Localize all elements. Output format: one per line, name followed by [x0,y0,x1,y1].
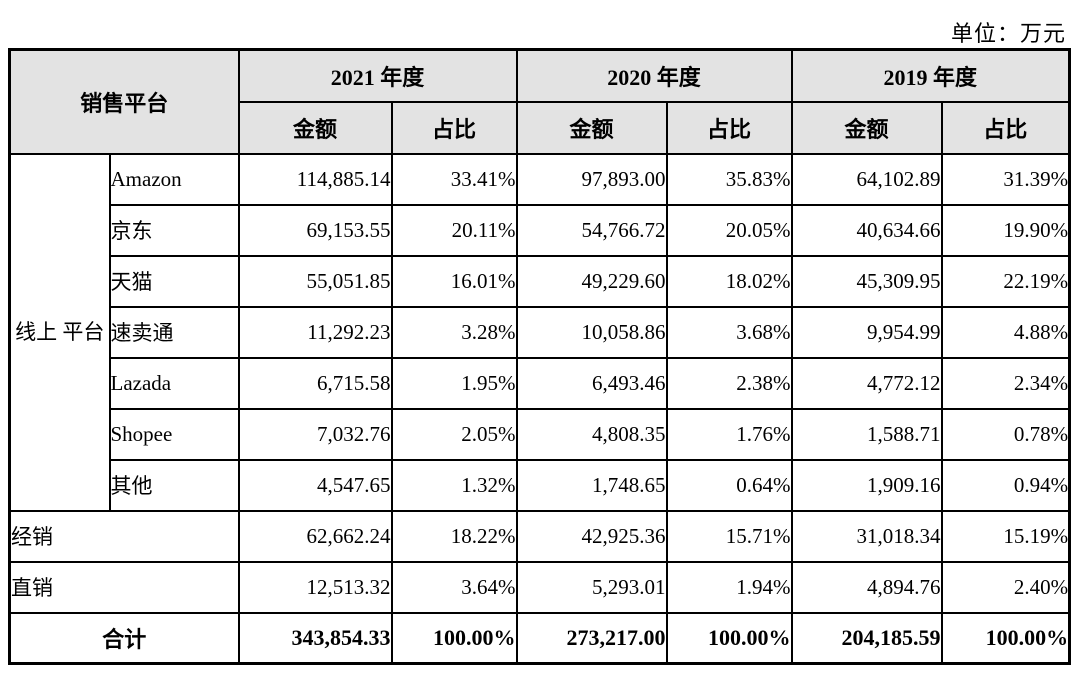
amount-2020: 42,925.36 [515,509,668,563]
header-amount-2021: 金额 [237,100,393,155]
amount-2019: 31,018.34 [790,509,943,563]
amount-2019: 4,772.12 [790,356,943,410]
amount-2021: 4,547.65 [237,458,393,512]
share-2019: 0.78% [940,407,1071,461]
amount-2020: 6,493.46 [515,356,668,410]
share-2020: 3.68% [665,305,793,359]
amount-2020: 54,766.72 [515,203,668,257]
share-2021: 1.95% [390,356,518,410]
share-2020: 20.05% [665,203,793,257]
amount-2019: 9,954.99 [790,305,943,359]
amount-2019: 45,309.95 [790,254,943,308]
amount-2019: 40,634.66 [790,203,943,257]
amount-2021: 62,662.24 [237,509,393,563]
header-year-2020: 2020 年度 [515,48,793,103]
platform-name: 京东 [108,203,240,257]
total-amount-2021: 343,854.33 [237,611,393,665]
share-2021: 20.11% [390,203,518,257]
share-2019: 22.19% [940,254,1071,308]
header-share-2020: 占比 [665,100,793,155]
total-amount-2019: 204,185.59 [790,611,943,665]
amount-2021: 12,513.32 [237,560,393,614]
share-2019: 2.34% [940,356,1071,410]
share-2020: 0.64% [665,458,793,512]
table-row-total: 合计 343,854.33 100.00% 273,217.00 100.00%… [8,611,1071,665]
unit-label: 单位：万元 [950,21,1066,46]
amount-2021: 6,715.58 [237,356,393,410]
total-share-2020: 100.00% [665,611,793,665]
table-row-aliexpress: 速卖通 11,292.23 3.28% 10,058.86 3.68% 9,95… [10,305,1071,359]
channel-label: 直销 [8,560,240,614]
online-platform-group-label: 线上 平台 [8,152,111,512]
header-sales-platform: 销售平台 [8,48,240,155]
table-row-direct: 直销 12,513.32 3.64% 5,293.01 1.94% 4,894.… [8,560,1071,614]
platform-name: Shopee [108,407,240,461]
platform-name: 其他 [108,458,240,512]
amount-2020: 1,748.65 [515,458,668,512]
share-2021: 18.22% [390,509,518,563]
amount-2019: 4,894.76 [790,560,943,614]
amount-2019: 64,102.89 [790,152,943,206]
header-year-2021: 2021 年度 [237,48,518,103]
header-amount-2019: 金额 [790,100,943,155]
share-2019: 2.40% [940,560,1071,614]
share-2020: 2.38% [665,356,793,410]
header-share-2021: 占比 [390,100,518,155]
share-2020: 1.76% [665,407,793,461]
share-2019: 0.94% [940,458,1071,512]
header-year-2019: 2019 年度 [790,48,1071,103]
amount-2020: 10,058.86 [515,305,668,359]
share-2020: 18.02% [665,254,793,308]
table-row-jd: 京东 69,153.55 20.11% 54,766.72 20.05% 40,… [10,203,1071,257]
amount-2021: 55,051.85 [237,254,393,308]
share-2021: 1.32% [390,458,518,512]
share-2019: 15.19% [940,509,1071,563]
platform-name: 天猫 [108,254,240,308]
sales-table: 销售平台 2021 年度 2020 年度 2019 年度 金额 占比 金额 占比… [8,48,1072,665]
amount-2020: 97,893.00 [515,152,668,206]
share-2021: 3.64% [390,560,518,614]
share-2020: 1.94% [665,560,793,614]
table-row-other: 其他 4,547.65 1.32% 1,748.65 0.64% 1,909.1… [10,458,1071,512]
amount-2021: 11,292.23 [237,305,393,359]
header-row-metrics: 金额 占比 金额 占比 金额 占比 [10,100,1071,155]
amount-2021: 69,153.55 [237,203,393,257]
header-amount-2020: 金额 [515,100,668,155]
amount-2021: 7,032.76 [237,407,393,461]
total-label: 合计 [8,611,240,665]
platform-name: 速卖通 [108,305,240,359]
share-2021: 16.01% [390,254,518,308]
total-share-2019: 100.00% [940,611,1071,665]
platform-name: Lazada [108,356,240,410]
amount-2020: 4,808.35 [515,407,668,461]
total-share-2021: 100.00% [390,611,518,665]
platform-name: Amazon [108,152,240,206]
share-2019: 19.90% [940,203,1071,257]
table-row-lazada: Lazada 6,715.58 1.95% 6,493.46 2.38% 4,7… [10,356,1071,410]
share-2020: 35.83% [665,152,793,206]
header-row-years: 销售平台 2021 年度 2020 年度 2019 年度 [8,48,1071,155]
amount-2020: 49,229.60 [515,254,668,308]
share-2019: 4.88% [940,305,1071,359]
share-2019: 31.39% [940,152,1071,206]
table-row-shopee: Shopee 7,032.76 2.05% 4,808.35 1.76% 1,5… [10,407,1071,461]
amount-2020: 5,293.01 [515,560,668,614]
table-row-distribution: 经销 62,662.24 18.22% 42,925.36 15.71% 31,… [8,509,1071,563]
share-2020: 15.71% [665,509,793,563]
table-row-amazon: 线上 平台 Amazon 114,885.14 33.41% 97,893.00… [8,152,1071,512]
amount-2019: 1,588.71 [790,407,943,461]
table-header: 销售平台 2021 年度 2020 年度 2019 年度 金额 占比 金额 占比… [8,48,1071,155]
share-2021: 3.28% [390,305,518,359]
share-2021: 33.41% [390,152,518,206]
amount-2019: 1,909.16 [790,458,943,512]
amount-2021: 114,885.14 [237,152,393,206]
channel-label: 经销 [8,509,240,563]
header-share-2019: 占比 [940,100,1071,155]
share-2021: 2.05% [390,407,518,461]
table-row-tmall: 天猫 55,051.85 16.01% 49,229.60 18.02% 45,… [10,254,1071,308]
total-amount-2020: 273,217.00 [515,611,668,665]
